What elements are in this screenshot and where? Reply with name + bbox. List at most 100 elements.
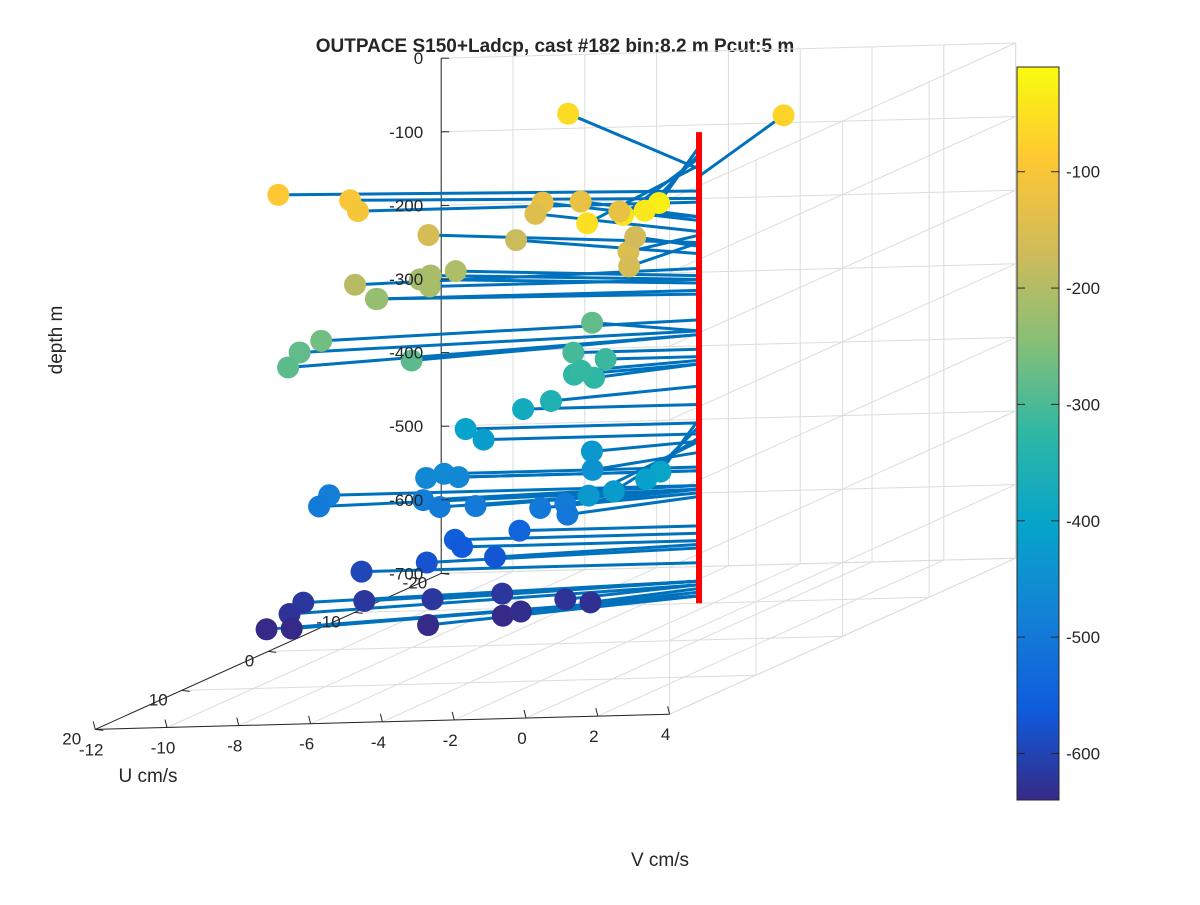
data-point	[569, 190, 592, 213]
grid-line	[441, 116, 1016, 133]
data-point	[415, 466, 438, 489]
data-point	[417, 224, 440, 247]
stick-lines	[266, 112, 785, 631]
v-tick-label: 4	[661, 725, 670, 744]
data-point	[454, 418, 477, 441]
data-point	[491, 582, 514, 605]
grid-line	[669, 42, 1016, 200]
grid-line	[354, 596, 930, 613]
data-point	[310, 329, 333, 352]
depth-tick-label: -500	[389, 417, 423, 436]
v-tick-mark	[595, 707, 599, 717]
data-point	[554, 588, 577, 611]
depth-tick-label: -700	[389, 564, 423, 583]
data-point	[346, 200, 369, 223]
stick-line	[581, 358, 700, 373]
data-point	[581, 458, 604, 481]
depth-tick-label: 0	[414, 49, 423, 68]
u-tick-mark	[181, 689, 190, 692]
stick-line	[494, 542, 700, 559]
colorbar-tick-label: -600	[1066, 744, 1100, 763]
stick-line	[515, 238, 700, 256]
colorbar: -100 -200 -300 -400 -500 -600	[1016, 66, 1100, 801]
data-point	[447, 466, 470, 489]
data-point	[512, 398, 535, 421]
data-point	[581, 311, 604, 334]
data-point	[255, 618, 278, 641]
stick-line	[377, 292, 700, 301]
data-point	[428, 495, 451, 518]
data-point	[509, 600, 532, 623]
depth-tick-label: -200	[389, 196, 423, 215]
data-point	[505, 229, 528, 252]
v-tick-mark	[451, 711, 455, 721]
stick-line	[419, 277, 700, 285]
stick-line	[299, 329, 700, 354]
v-tick-label: -8	[227, 737, 242, 756]
v-axis-label: V cm/s	[631, 850, 689, 871]
v-tick-mark	[523, 709, 527, 719]
data-point	[484, 546, 507, 569]
stick-line	[592, 450, 700, 472]
data-point	[633, 199, 656, 222]
grid-line	[669, 336, 1016, 494]
data-point	[579, 591, 602, 614]
stick-line	[483, 432, 700, 442]
data-point	[444, 260, 467, 283]
stick-line	[454, 531, 700, 542]
u-tick-mark	[95, 728, 104, 731]
data-point	[608, 200, 631, 223]
axes	[94, 58, 670, 730]
data-point	[594, 348, 617, 371]
v-tick-label: -6	[299, 735, 314, 754]
stick-line	[321, 318, 700, 343]
depth-tick-label: -600	[389, 491, 423, 510]
data-point	[267, 183, 290, 206]
stick-line	[593, 362, 700, 380]
grid-line	[669, 410, 1016, 568]
colorbar-tick-label: -500	[1066, 628, 1100, 647]
depth-axis-label: depth m	[46, 306, 67, 375]
data-point	[366, 287, 389, 310]
u-axis-ticks: -20 -10 0 10 20	[62, 572, 450, 748]
data-point	[576, 212, 599, 235]
data-point	[415, 551, 438, 574]
v-tick-label: 0	[517, 729, 526, 748]
data-point	[570, 359, 593, 382]
grid-line	[441, 557, 1016, 574]
u-tick-label: 0	[245, 651, 254, 670]
colorbar-tick-label: -400	[1066, 512, 1100, 531]
data-point	[277, 356, 300, 379]
data-point	[417, 614, 440, 637]
colorbar-tick-label: -100	[1066, 163, 1100, 182]
data-point	[491, 604, 514, 627]
stick-line	[350, 196, 700, 202]
u-tick-label: 10	[149, 690, 168, 709]
data-point	[557, 102, 580, 125]
v-tick-mark	[92, 721, 96, 730]
v-tick-label: -2	[443, 731, 458, 750]
stick-line	[429, 277, 700, 288]
v-tick-label: -4	[371, 733, 386, 752]
v-tick-label: 2	[589, 727, 598, 746]
u-axis-label: U cm/s	[118, 766, 177, 787]
u-tick-label: 20	[62, 729, 81, 748]
data-point	[577, 484, 600, 507]
grid-line	[181, 674, 757, 691]
data-point	[635, 468, 658, 491]
stick-line	[361, 561, 700, 574]
v-axis-ticks: -12 -10 -8 -6 -4 -2 0 2 4	[79, 706, 670, 759]
chart-title: OUTPACE S150+Ladcp, cast #182 bin:8.2 m …	[316, 36, 795, 57]
grid-line	[669, 116, 1016, 274]
stick-line	[590, 586, 700, 604]
stick-line	[428, 233, 700, 245]
stick-line	[465, 421, 700, 431]
data-point	[412, 489, 435, 512]
v-tick-mark	[308, 715, 312, 724]
data-point	[524, 202, 547, 225]
data-point	[580, 440, 603, 463]
grid	[94, 42, 1017, 730]
v-tick-mark	[236, 717, 240, 726]
